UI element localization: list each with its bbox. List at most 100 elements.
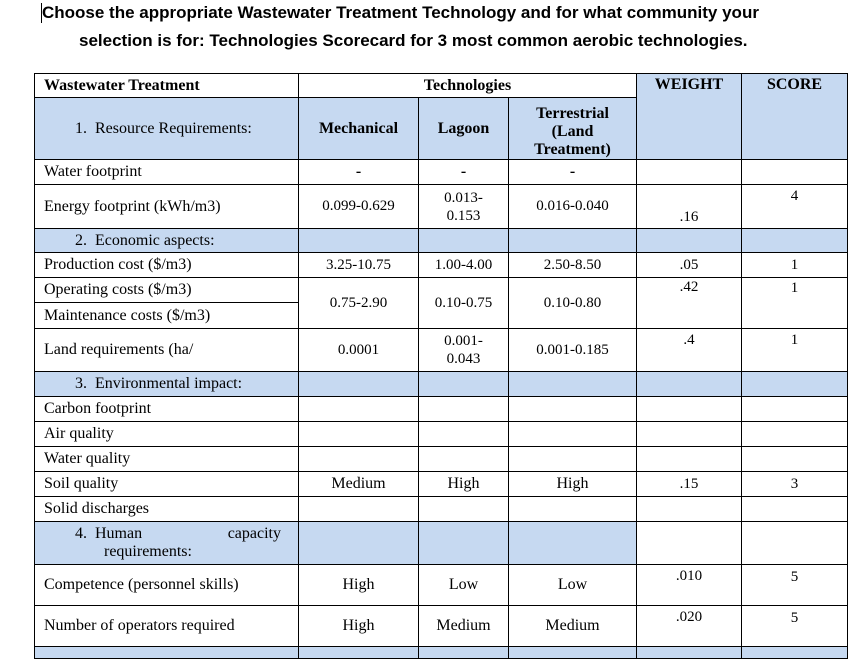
cell-lagoon: High bbox=[418, 471, 509, 497]
cell-mechanical: High bbox=[298, 605, 419, 647]
section-human-word-2: capacity bbox=[227, 525, 281, 542]
cell-weight: .42 bbox=[636, 277, 742, 329]
table-row: Competence (personnel skills) High Low L… bbox=[34, 564, 848, 606]
section-human-capacity: 4. Human capacity requirements: bbox=[34, 521, 299, 565]
cell-weight bbox=[636, 159, 742, 185]
table-row: Production cost ($/m3) 3.25-10.75 1.00-4… bbox=[34, 252, 848, 278]
cell-lagoon: 0.013- 0.153 bbox=[418, 184, 509, 229]
table-row: Energy footprint (kWh/m3) 0.099-0.629 0.… bbox=[34, 184, 848, 229]
shaded-cell bbox=[418, 371, 509, 397]
cell-weight: .05 bbox=[636, 252, 742, 278]
table-row: Land requirements (ha/ 0.0001 0.001- 0.0… bbox=[34, 328, 848, 372]
row-label-number-of-operators: Number of operators required bbox=[34, 605, 299, 647]
table-row-partial bbox=[34, 646, 848, 659]
shaded-cell bbox=[636, 228, 742, 253]
section-human-word-1: 4. Human bbox=[75, 525, 143, 542]
shaded-cell bbox=[508, 228, 637, 253]
cell-mechanical bbox=[298, 446, 419, 472]
row-label-operating-costs: Operating costs ($/m3) bbox=[34, 277, 299, 303]
section-human-line-2: requirements: bbox=[104, 543, 192, 560]
cell-score bbox=[741, 496, 848, 522]
shaded-cell bbox=[298, 521, 419, 565]
cell-lagoon: 0.001- 0.043 bbox=[418, 328, 509, 372]
cell-weight bbox=[636, 446, 742, 472]
table-row: Soil quality Medium High High .15 3 bbox=[34, 471, 848, 497]
cell-terrestrial: - bbox=[508, 159, 637, 185]
table-row: Water quality bbox=[34, 446, 848, 472]
table-row: Number of operators required High Medium… bbox=[34, 605, 848, 647]
cell-weight bbox=[636, 521, 742, 565]
row-label-solid-discharges: Solid discharges bbox=[34, 496, 299, 522]
row-label-water-footprint: Water footprint bbox=[34, 159, 299, 185]
cell-score bbox=[741, 446, 848, 472]
table-row: Solid discharges bbox=[34, 496, 848, 522]
tech-lagoon: Lagoon bbox=[418, 97, 509, 160]
cell-mechanical: 0.0001 bbox=[298, 328, 419, 372]
tech-terrestrial-line-3: Treatment) bbox=[534, 141, 611, 158]
cell-score: 3 bbox=[741, 471, 848, 497]
cell-lagoon: 0.10-0.75 bbox=[418, 277, 509, 329]
shaded-cell bbox=[741, 371, 848, 397]
cell-terrestrial: 0.10-0.80 bbox=[508, 277, 637, 329]
row-label-soil-quality: Soil quality bbox=[34, 471, 299, 497]
cell-score bbox=[741, 159, 848, 185]
row-label-land-requirements: Land requirements (ha/ bbox=[34, 328, 299, 372]
cell-score: 4 bbox=[741, 184, 848, 229]
cell-mechanical: 0.099-0.629 bbox=[298, 184, 419, 229]
table-row: Maintenance costs ($/m3) bbox=[34, 302, 848, 329]
text-cursor bbox=[41, 3, 42, 23]
cell-lagoon: Low bbox=[418, 564, 509, 606]
heading-line-2: selection is for: Technologies Scorecard… bbox=[79, 31, 748, 50]
cell-terrestrial: 0.016-0.040 bbox=[508, 184, 637, 229]
cell-mechanical: 3.25-10.75 bbox=[298, 252, 419, 278]
tech-terrestrial-line-1: Terrestrial bbox=[536, 105, 609, 122]
section-resource-requirements: 1. Resource Requirements: bbox=[34, 97, 299, 160]
cell-lagoon bbox=[418, 446, 509, 472]
table-row: Water footprint - - - bbox=[34, 159, 848, 185]
section-environmental-row: 3. Environmental impact: bbox=[34, 371, 848, 397]
cell-mechanical: 0.75-2.90 bbox=[298, 277, 419, 329]
cell-terrestrial: 2.50-8.50 bbox=[508, 252, 637, 278]
cell-terrestrial bbox=[508, 396, 637, 422]
cell-terrestrial bbox=[508, 446, 637, 472]
shaded-cell bbox=[34, 646, 299, 659]
cell-lagoon bbox=[418, 496, 509, 522]
cell-terrestrial: Low bbox=[508, 564, 637, 606]
cell-score: 1 bbox=[741, 328, 848, 372]
cell-terrestrial bbox=[508, 421, 637, 447]
row-label-water-quality: Water quality bbox=[34, 446, 299, 472]
section-economic-row: 2. Economic aspects: bbox=[34, 228, 848, 253]
score-header: SCORE bbox=[741, 73, 848, 160]
header-row: Wastewater Treatment Technologies WEIGHT… bbox=[34, 73, 848, 160]
shaded-cell bbox=[418, 521, 509, 565]
cell-lagoon-line-2: 0.043 bbox=[446, 351, 481, 367]
shaded-cell bbox=[508, 521, 637, 565]
cell-score: 1 bbox=[741, 252, 848, 278]
cell-lagoon bbox=[418, 396, 509, 422]
cell-weight: .15 bbox=[636, 471, 742, 497]
cell-score: 5 bbox=[741, 564, 848, 606]
cell-terrestrial: Medium bbox=[508, 605, 637, 647]
tech-terrestrial: Terrestrial (Land Treatment) bbox=[508, 97, 637, 160]
technologies-scorecard-table: Wastewater Treatment Technologies WEIGHT… bbox=[34, 73, 848, 659]
cell-weight bbox=[636, 421, 742, 447]
weight-header: WEIGHT bbox=[636, 73, 742, 160]
shaded-cell bbox=[298, 371, 419, 397]
heading-line-1: Choose the appropriate Wastewater Treatm… bbox=[42, 3, 759, 22]
section-human-row: 4. Human capacity requirements: bbox=[34, 521, 848, 565]
shaded-cell bbox=[298, 228, 419, 253]
cell-lagoon-line-2: 0.153 bbox=[446, 207, 481, 224]
shaded-cell bbox=[418, 228, 509, 253]
section-economic-aspects: 2. Economic aspects: bbox=[34, 228, 299, 253]
cell-weight bbox=[636, 496, 742, 522]
shaded-cell bbox=[508, 646, 637, 659]
section-resource-row: 1. Resource Requirements: Mechanical Lag… bbox=[34, 97, 848, 160]
row-label-air-quality: Air quality bbox=[34, 421, 299, 447]
cell-mechanical bbox=[298, 496, 419, 522]
cell-weight: .16 bbox=[636, 184, 742, 229]
row-label-carbon-footprint: Carbon footprint bbox=[34, 396, 299, 422]
row-label-maintenance-costs: Maintenance costs ($/m3) bbox=[34, 302, 299, 329]
table-row: Carbon footprint bbox=[34, 396, 848, 422]
cell-lagoon: Medium bbox=[418, 605, 509, 647]
tech-terrestrial-line-2: (Land bbox=[551, 123, 594, 140]
